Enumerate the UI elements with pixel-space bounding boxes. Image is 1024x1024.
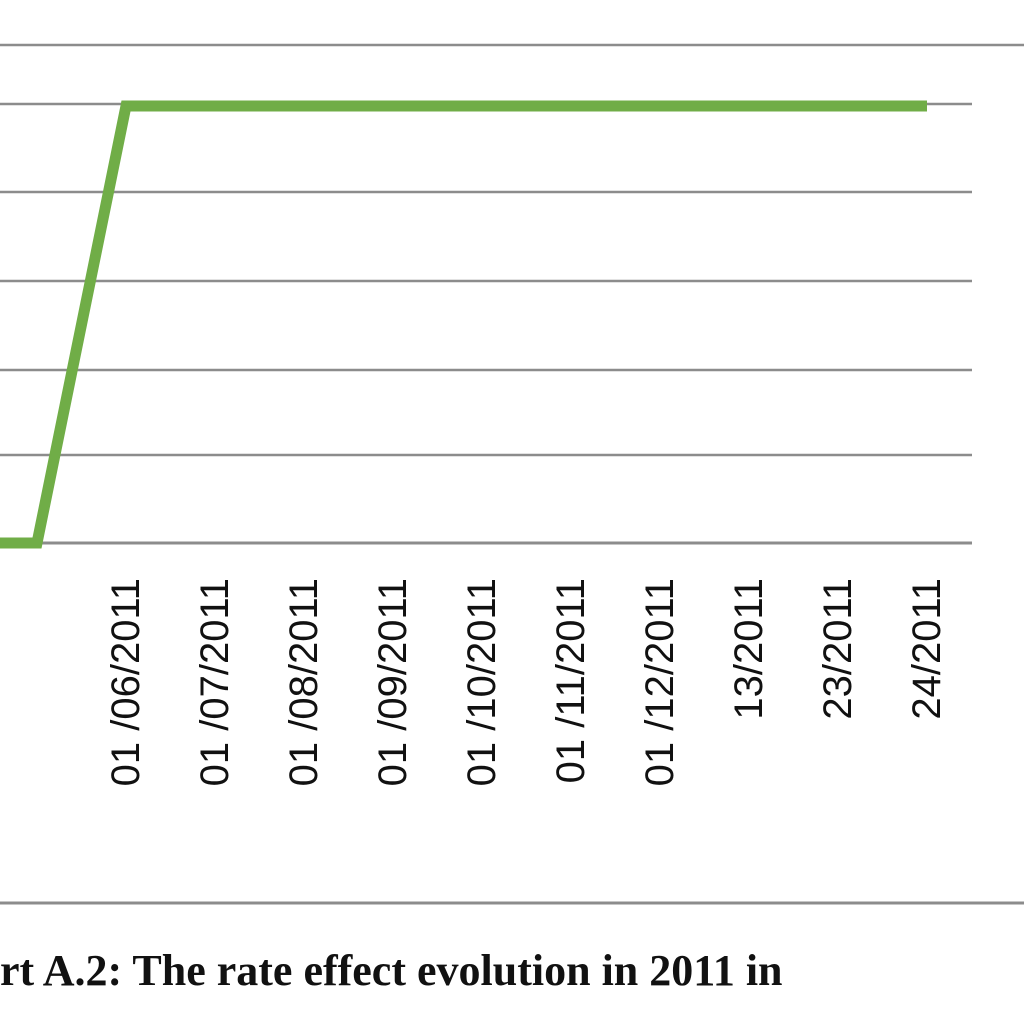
x-tick-label: 01 /10/2011	[460, 578, 504, 786]
x-tick-label: 24/2011	[905, 578, 949, 720]
x-tick-label: 01 /07/2011	[193, 578, 237, 786]
x-tick-label: 01 /06/2011	[104, 578, 148, 786]
gridlines	[0, 43, 1024, 545]
figure-caption: rt A.2: The rate effect evolution in 201…	[0, 946, 783, 995]
series-layer	[0, 100, 928, 549]
x-tick-label: 01 /11/2011	[549, 578, 593, 783]
x-tick-label: 01 /08/2011	[282, 578, 326, 786]
x-tick-label: 01 /09/2011	[371, 578, 415, 786]
series-line	[0, 100, 927, 549]
x-tick-label: 01 /12/2011	[638, 578, 682, 786]
x-tick-labels: 01 /06/2011 01 /07/2011 01 /08/2011 01 /09/…	[104, 578, 949, 786]
x-tick-label: 23/2011	[816, 578, 860, 720]
x-tick-label: 13/2011	[727, 578, 771, 720]
